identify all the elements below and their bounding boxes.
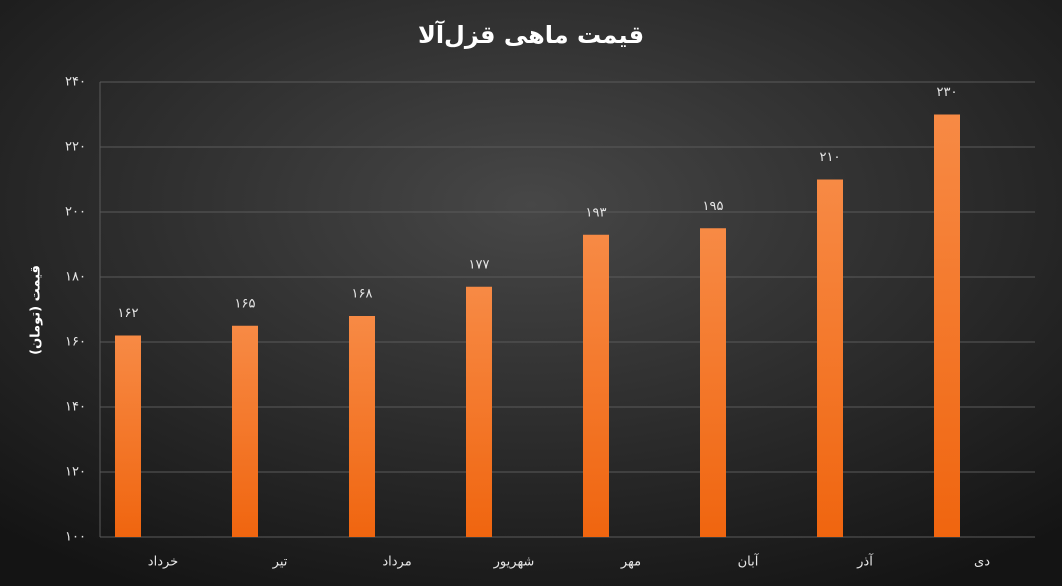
value-label: ۱۶۸ [352, 287, 373, 302]
bar [349, 316, 375, 537]
x-tick-label: مهر [620, 555, 641, 570]
value-label: ۱۷۷ [469, 257, 490, 272]
bar [232, 325, 258, 537]
value-label: ۱۶۵ [235, 296, 256, 311]
x-tick-label: دی [974, 555, 990, 570]
x-tick-label: آذر [856, 553, 874, 570]
y-tick-label: ۲۴۰ [65, 75, 86, 90]
value-label: ۱۶۲ [118, 306, 139, 321]
chart-title: قیمت ماهی قزل‌آلا [418, 20, 644, 49]
value-label: ۲۱۰ [820, 150, 841, 165]
y-axis-label: قیمت (تومان) [29, 265, 44, 355]
y-tick-label: ۱۶۰ [65, 335, 86, 350]
x-tick-label: شهریور [493, 555, 535, 570]
bar [817, 179, 843, 537]
y-tick-label: ۱۰۰ [65, 530, 86, 545]
y-tick-label: ۲۰۰ [65, 205, 86, 220]
value-label: ۱۹۵ [703, 199, 724, 214]
y-tick-label: ۲۲۰ [65, 140, 86, 155]
bar [934, 114, 960, 537]
x-tick-label: تیر [272, 555, 288, 570]
y-tick-label: ۱۸۰ [65, 270, 86, 285]
bar [583, 234, 609, 537]
y-tick-label: ۱۲۰ [65, 465, 86, 480]
x-tick-label: خرداد [148, 555, 178, 570]
bar [700, 228, 726, 537]
value-label: ۱۹۳ [586, 205, 607, 220]
bar [115, 335, 141, 537]
y-tick-label: ۱۴۰ [65, 400, 86, 415]
bar [466, 286, 492, 537]
value-label: ۲۳۰ [937, 85, 958, 100]
x-tick-label: آبان [738, 553, 760, 570]
x-tick-label: مرداد [382, 555, 411, 570]
